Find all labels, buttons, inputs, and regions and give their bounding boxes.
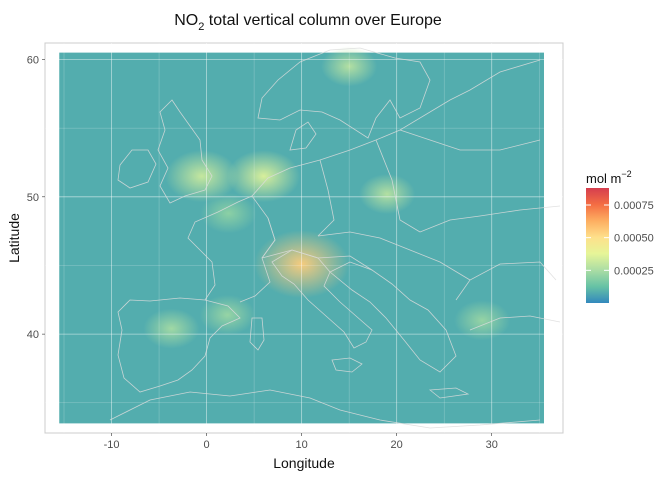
coastline-baltic-south: [251, 111, 431, 197]
chart-title: NO2 total vertical column over Europe: [174, 12, 442, 33]
y-tick-label: 40: [27, 329, 39, 341]
coastline-north-africa: [109, 389, 541, 429]
y-tick-label: 50: [27, 192, 39, 204]
x-tick-label: -10: [104, 439, 120, 451]
border-germany-poland: [317, 159, 335, 237]
legend-ticks: 0.00025 0.00050 0.00075: [586, 200, 654, 277]
legend-tick-label: 0.00075: [614, 200, 654, 212]
legend-title-superscript: −2: [621, 169, 631, 179]
legend-colorbar: [586, 188, 609, 303]
hotspot-southern-poland: [359, 174, 416, 215]
gridlines: [45, 43, 563, 433]
coastline-sicily: [331, 357, 363, 373]
legend-title-main: mol m: [586, 171, 621, 186]
border-alps: [261, 249, 373, 271]
coastline-italy: [271, 249, 373, 349]
border-eastern: [429, 59, 541, 113]
border-ukraine: [419, 205, 561, 233]
border-baltics: [399, 129, 541, 151]
border-france-germany: [261, 217, 276, 259]
x-axis: -10 0 10 20 30: [104, 433, 498, 451]
legend-tick-label: 0.00050: [614, 233, 654, 245]
hotspot-barcelona: [199, 294, 256, 335]
coastline-blacksea: [455, 261, 557, 301]
coastline-sardinia: [249, 317, 265, 351]
coastline-scandinavia: [257, 47, 431, 139]
x-tick-label: 30: [486, 439, 498, 451]
hotspot-benelux-ruhr: [227, 150, 301, 203]
legend-tick-label: 0.00025: [614, 265, 654, 277]
hotspot-paris: [200, 193, 257, 234]
coastline-iberia: [117, 297, 241, 393]
legend-title: mol m−2: [586, 169, 632, 186]
title-rest: total vertical column over Europe: [204, 12, 442, 29]
coastline-france: [187, 195, 276, 303]
title-subscript: 2: [198, 21, 204, 33]
x-tick-label: 20: [391, 439, 403, 451]
y-tick-label: 60: [27, 54, 39, 66]
border-central-europe: [317, 231, 471, 281]
x-tick-label: 0: [204, 439, 210, 451]
y-axis: 40 50 60: [27, 54, 45, 341]
coastline-denmark: [289, 121, 317, 151]
coastline-balkans: [329, 261, 457, 373]
coastline-turkey-blacksea: [469, 315, 561, 331]
y-axis-title: Latitude: [6, 213, 22, 263]
coastline-britain: [157, 99, 213, 204]
hotspot-istanbul: [454, 300, 511, 341]
hotspot-madrid: [143, 308, 200, 349]
title-main: NO: [174, 12, 198, 29]
country-borders: [109, 47, 561, 429]
x-axis-title: Longitude: [273, 455, 335, 471]
legend: mol m−2 0.00025 0.00050 0.00075: [586, 169, 654, 303]
coastline-crete: [428, 387, 470, 399]
coastline-ireland: [117, 149, 157, 189]
x-tick-label: 10: [295, 439, 307, 451]
hotspot-scandinavia: [321, 46, 378, 87]
border-poland-east: [375, 139, 421, 233]
hotspot-london: [165, 150, 239, 203]
raster-hotspots: [143, 46, 511, 349]
